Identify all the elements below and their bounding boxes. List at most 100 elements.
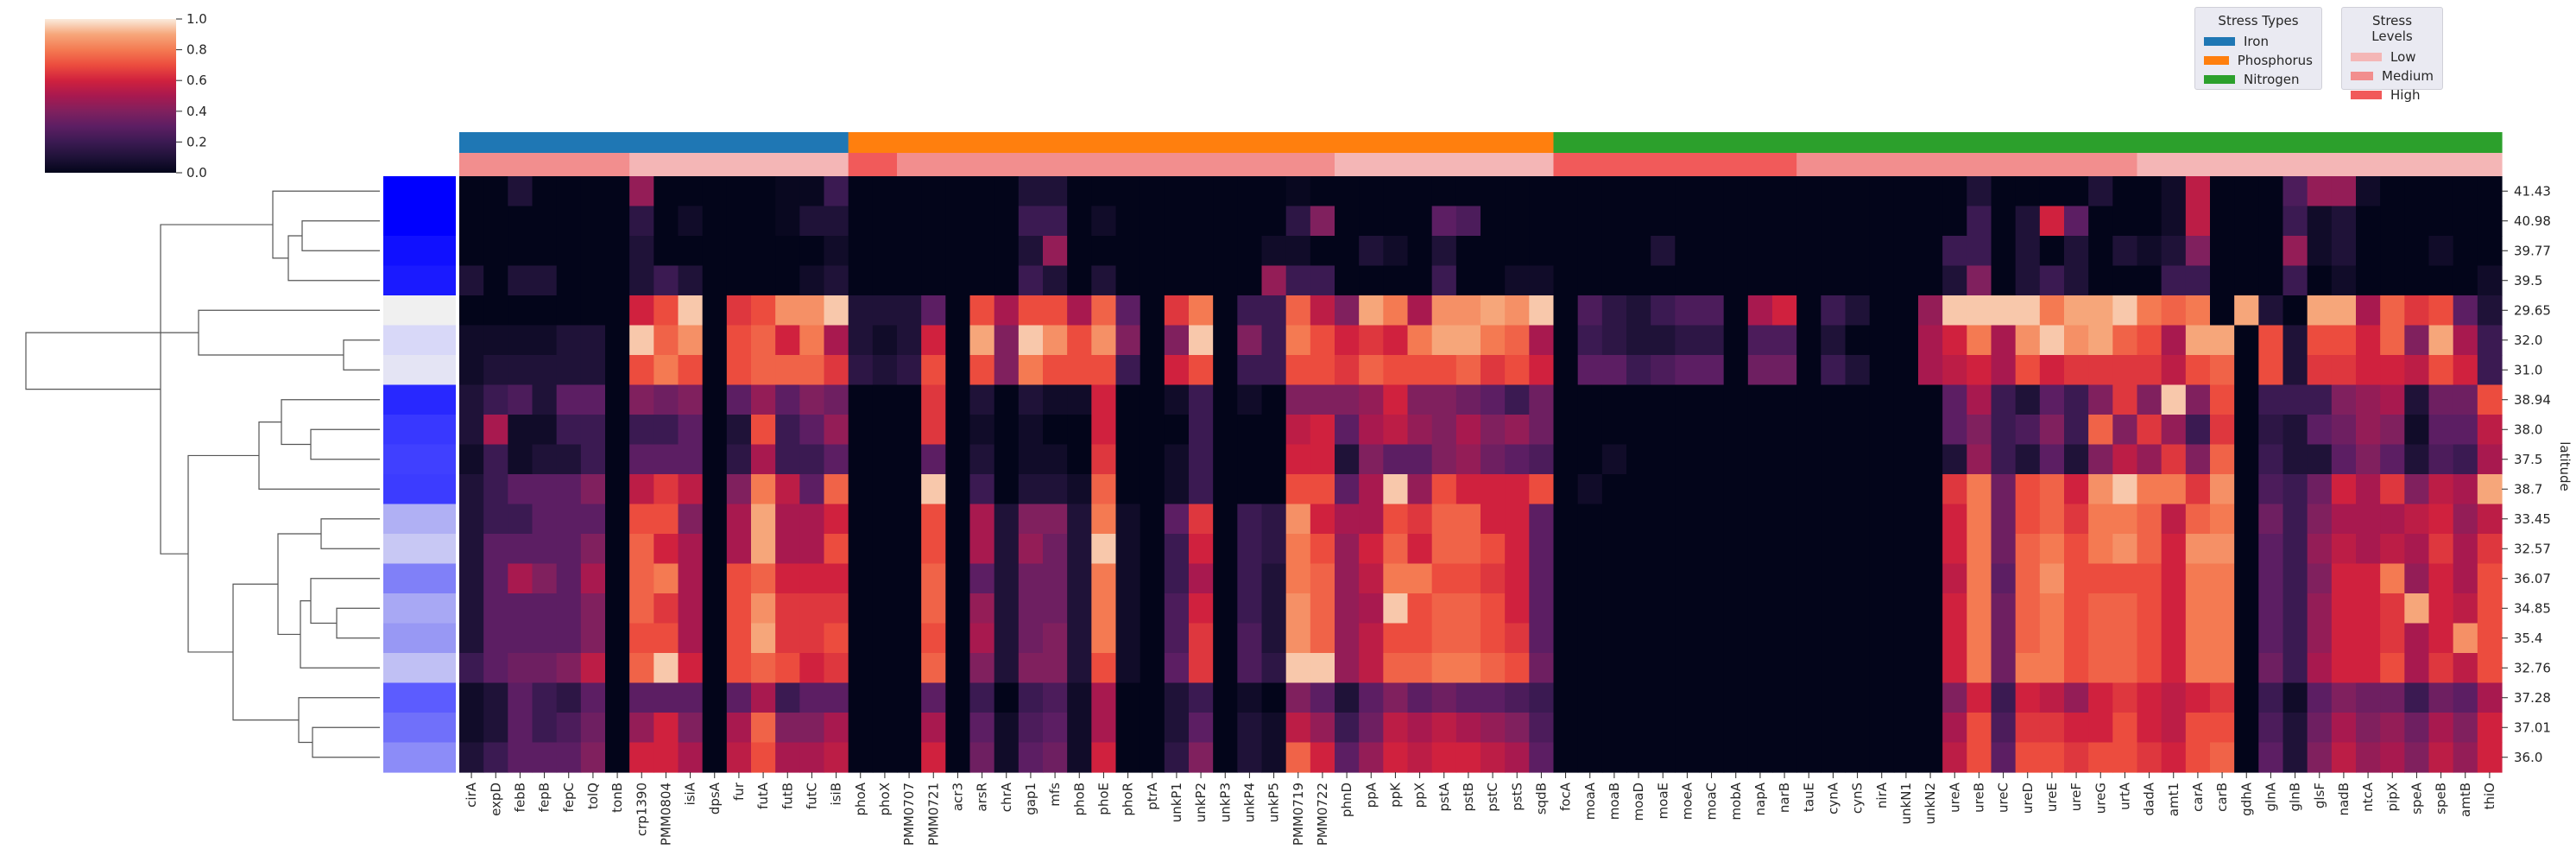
heatmap-cell: [994, 176, 1020, 207]
stress-level-band: [459, 153, 630, 176]
heatmap-cell: [1407, 474, 1433, 505]
heatmap-cell: [2185, 504, 2211, 535]
heatmap-cell: [1335, 504, 1360, 535]
heatmap-cell: [1651, 444, 1676, 475]
heatmap-cell: [1383, 504, 1409, 535]
heatmap-cell: [1431, 593, 1457, 624]
heatmap-cell: [1285, 206, 1311, 237]
heatmap-cell: [824, 623, 849, 654]
heatmap-cell: [751, 325, 776, 356]
heatmap-cell: [1626, 623, 1651, 654]
col-label: unkP2: [1193, 783, 1209, 822]
heatmap-cell: [1796, 713, 1822, 744]
heatmap-cell: [1043, 563, 1068, 594]
heatmap-cell: [969, 295, 995, 326]
heatmap-cell: [2185, 474, 2211, 505]
heatmap-cell: [824, 682, 849, 713]
heatmap-cell: [1821, 742, 1847, 773]
col-label: futB: [780, 783, 795, 809]
heatmap-cell: [1991, 653, 2017, 684]
heatmap-cell: [2282, 563, 2308, 594]
heatmap-cell: [1067, 713, 1092, 744]
heatmap-cell: [1529, 415, 1555, 446]
heatmap-cell: [2015, 593, 2041, 624]
heatmap-cell: [1699, 176, 1725, 207]
heatmap-cell: [1553, 236, 1579, 267]
heatmap-cell: [945, 623, 971, 654]
col-label: isiA: [683, 782, 698, 805]
heatmap-cell: [653, 325, 679, 356]
heatmap-cell: [1091, 415, 1117, 446]
heatmap-cell: [1091, 325, 1117, 356]
heatmap-cell: [921, 474, 946, 505]
heatmap-cell: [2282, 534, 2308, 565]
heatmap-cell: [2380, 713, 2405, 744]
heatmap-cell: [1577, 206, 1603, 237]
heatmap-cell: [897, 265, 922, 296]
heatmap-cell: [897, 534, 922, 565]
stress-type-band: [1553, 132, 2503, 153]
heatmap-cell: [1577, 384, 1603, 415]
heatmap-cell: [2064, 623, 2089, 654]
heatmap-cell: [1505, 653, 1530, 684]
heatmap-cell: [2234, 623, 2259, 654]
dendrogram-branch: [336, 607, 380, 639]
heatmap-cell: [508, 534, 534, 565]
heatmap-cell: [678, 295, 704, 326]
heatmap-cell: [994, 713, 1020, 744]
row-color-cell: [383, 474, 456, 505]
heatmap-cell: [994, 206, 1020, 237]
heatmap-cell: [2404, 534, 2430, 565]
heatmap-cell: [751, 236, 776, 267]
heatmap-cell: [1140, 474, 1165, 505]
heatmap-cell: [1626, 563, 1651, 594]
heatmap-cell: [799, 295, 825, 326]
heatmap-cell: [1869, 504, 1895, 535]
heatmap-cell: [653, 355, 679, 386]
heatmap-cell: [483, 713, 508, 744]
heatmap-cell: [2210, 295, 2235, 326]
heatmap-cell: [1043, 236, 1068, 267]
heatmap-cell: [1067, 295, 1092, 326]
heatmap-cell: [1164, 176, 1190, 207]
heatmap-cell: [1018, 504, 1044, 535]
heatmap-cell: [1043, 355, 1068, 386]
heatmap-cell: [2356, 623, 2381, 654]
heatmap-cell: [1237, 713, 1263, 744]
heatmap-cell: [1553, 653, 1579, 684]
heatmap-cell: [1821, 355, 1847, 386]
heatmap-cell: [969, 563, 995, 594]
col-label: phoB: [1071, 783, 1087, 816]
heatmap-cell: [1577, 325, 1603, 356]
dendrogram-branch: [277, 533, 321, 636]
heatmap-cell: [629, 653, 654, 684]
dendrogram-branch: [298, 697, 380, 744]
heatmap-cell: [653, 206, 679, 237]
heatmap-cell: [605, 653, 630, 684]
heatmap-cell: [1967, 355, 1992, 386]
heatmap-cell: [702, 206, 728, 237]
heatmap-cell: [1091, 623, 1117, 654]
heatmap-cell: [1213, 236, 1238, 267]
heatmap-cell: [799, 265, 825, 296]
heatmap-cell: [1845, 713, 1871, 744]
heatmap-cell: [1699, 265, 1725, 296]
heatmap-cell: [483, 325, 508, 356]
heatmap-cell: [1796, 295, 1822, 326]
heatmap-cell: [1505, 206, 1530, 237]
heatmap-cell: [1455, 504, 1481, 535]
heatmap-cell: [1140, 653, 1165, 684]
heatmap-cell: [2137, 176, 2162, 207]
heatmap-cell: [2331, 206, 2357, 237]
heatmap-cell: [1189, 713, 1214, 744]
heatmap-cell: [921, 176, 946, 207]
heatmap-cell: [1869, 176, 1895, 207]
heatmap-cell: [1601, 504, 1627, 535]
heatmap-cell: [2331, 444, 2357, 475]
col-label: ppX: [1412, 783, 1428, 808]
heatmap-cell: [1067, 534, 1092, 565]
heatmap-cell: [629, 623, 654, 654]
heatmap-cell: [1918, 325, 1943, 356]
heatmap-cell: [1359, 623, 1384, 654]
heatmap-cell: [1018, 415, 1044, 446]
